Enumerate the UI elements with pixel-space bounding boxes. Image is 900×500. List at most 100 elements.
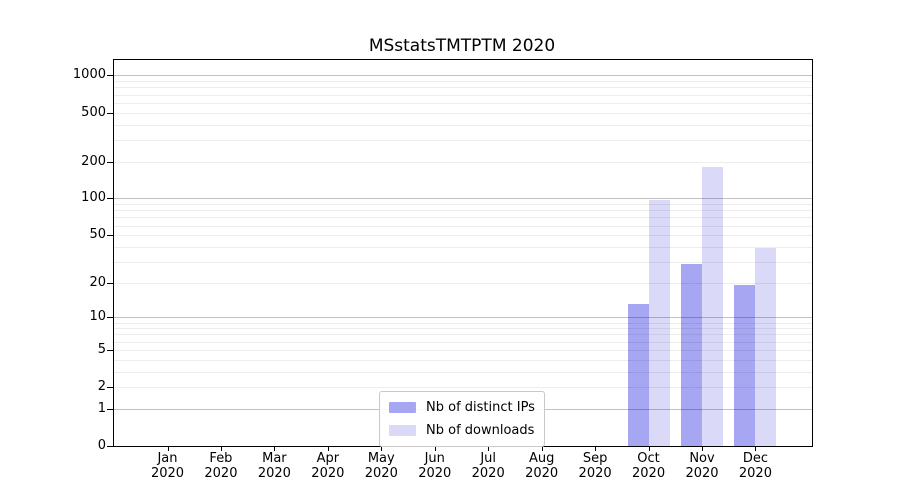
- y-axis-tick: [107, 349, 113, 351]
- legend-item-downloads: Nb of downloads: [389, 421, 535, 440]
- gridline-minor: [114, 341, 812, 343]
- x-axis-tick: [167, 446, 169, 451]
- x-tick-year: 2020: [204, 466, 238, 481]
- x-tick-year: 2020: [364, 466, 398, 481]
- x-axis-tick: [274, 446, 276, 451]
- legend-swatch-downloads: [389, 425, 416, 436]
- x-tick-month: Sep: [582, 451, 608, 466]
- x-tick-month: Jun: [424, 451, 445, 466]
- y-axis-tick: [107, 282, 113, 284]
- gridline-minor: [114, 359, 812, 361]
- x-tick-year: 2020: [685, 466, 719, 481]
- x-axis-tick: [541, 446, 543, 451]
- gridline-minor: [114, 246, 812, 248]
- gridline-minor: [114, 334, 812, 336]
- x-axis-tick-label: Dec 2020: [723, 451, 787, 481]
- x-tick-year: 2020: [738, 466, 772, 481]
- x-axis-tick-label: Mar 2020: [242, 451, 306, 481]
- gridline-major: [114, 75, 812, 77]
- x-axis-tick: [648, 446, 650, 451]
- gridline-minor: [114, 235, 812, 237]
- x-axis-tick-label: May 2020: [349, 451, 413, 481]
- x-axis-tick: [488, 446, 490, 451]
- gridline-minor: [114, 94, 812, 96]
- bar-downloads: [702, 167, 723, 446]
- x-axis-tick-label: Oct 2020: [617, 451, 681, 481]
- gridline-minor: [114, 328, 812, 330]
- gridline-minor: [114, 112, 812, 114]
- y-axis-tick: [107, 198, 113, 200]
- y-axis-tick-label: 2: [97, 379, 106, 395]
- x-tick-month: May: [367, 451, 395, 466]
- x-axis-tick: [702, 446, 703, 451]
- x-axis-tick: [220, 446, 222, 451]
- x-tick-month: Mar: [262, 451, 287, 466]
- y-axis-tick: [107, 446, 113, 447]
- y-axis-tick: [107, 408, 113, 410]
- gridline-minor: [114, 139, 812, 141]
- y-axis-tick-label: 0: [97, 438, 106, 453]
- x-axis-tick: [327, 446, 329, 451]
- y-axis-tick: [107, 112, 113, 114]
- gridline-minor: [114, 371, 812, 373]
- gridline-minor: [114, 261, 812, 263]
- x-tick-month: Feb: [209, 451, 233, 466]
- x-axis-tick: [755, 446, 757, 451]
- gridline-major: [114, 198, 812, 200]
- gridline-minor: [114, 124, 812, 126]
- y-axis-tick: [107, 75, 113, 77]
- bar-distinct-ips: [734, 285, 756, 446]
- x-tick-year: 2020: [150, 466, 185, 481]
- y-axis-tick-label: 50: [89, 227, 106, 243]
- x-tick-month: Aug: [528, 451, 555, 466]
- gridline-minor: [114, 204, 812, 206]
- gridline-minor: [114, 81, 812, 83]
- x-tick-year: 2020: [311, 466, 345, 481]
- gridline-minor: [114, 282, 812, 284]
- x-tick-year: 2020: [471, 466, 505, 481]
- bar-downloads: [648, 199, 670, 446]
- gridline-minor: [114, 387, 812, 389]
- x-tick-month: Jul: [480, 451, 497, 466]
- x-tick-year: 2020: [257, 466, 291, 481]
- x-tick-month: Jan: [157, 451, 178, 466]
- gridline-minor: [114, 87, 812, 89]
- x-axis-tick-label: Apr 2020: [296, 451, 360, 481]
- y-axis-tick-label: 200: [81, 153, 106, 169]
- y-axis-tick-label: 100: [81, 190, 106, 206]
- y-axis-tick-label: 5: [97, 341, 106, 357]
- x-tick-year: 2020: [578, 466, 612, 481]
- gridline-minor: [114, 225, 812, 227]
- bar-distinct-ips: [681, 263, 702, 446]
- y-axis-tick: [107, 235, 113, 237]
- y-axis-tick: [107, 387, 113, 389]
- legend: Nb of distinct IPs Nb of downloads: [379, 391, 545, 447]
- x-axis-tick: [381, 446, 383, 451]
- legend-swatch-distinct-ips: [389, 402, 416, 413]
- y-axis-tick-label: 500: [81, 104, 106, 120]
- legend-label-downloads: Nb of downloads: [426, 423, 535, 438]
- gridline-major: [114, 317, 812, 319]
- gridline-minor: [114, 217, 812, 219]
- chart-title: MSstatsTMTPTM 2020: [368, 36, 556, 56]
- x-tick-month: Dec: [742, 451, 769, 466]
- y-axis-tick-label: 10: [89, 309, 106, 325]
- gridline-minor: [114, 349, 812, 351]
- x-axis-tick-label: Feb 2020: [189, 451, 253, 481]
- gridline-minor: [114, 102, 812, 104]
- plot-area: Nb of distinct IPs Nb of downloads 0 1 2 5 1…: [73, 59, 813, 481]
- gridline-minor: [114, 322, 812, 324]
- x-axis-tick: [434, 446, 436, 451]
- x-tick-month: Apr: [316, 451, 340, 466]
- x-tick-year: 2020: [525, 466, 559, 481]
- x-axis-tick: [595, 446, 597, 451]
- x-tick-month: Nov: [689, 451, 715, 466]
- y-axis-tick-label: 1000: [72, 67, 106, 83]
- x-axis-tick-label: Jun 2020: [403, 451, 467, 481]
- bar-downloads: [755, 248, 777, 446]
- bar-distinct-ips: [627, 304, 649, 446]
- x-axis-tick-label: Nov 2020: [670, 451, 734, 481]
- x-tick-year: 2020: [632, 466, 666, 481]
- legend-label-distinct-ips: Nb of distinct IPs: [426, 400, 535, 415]
- x-axis-tick-label: Jan 2020: [136, 451, 200, 481]
